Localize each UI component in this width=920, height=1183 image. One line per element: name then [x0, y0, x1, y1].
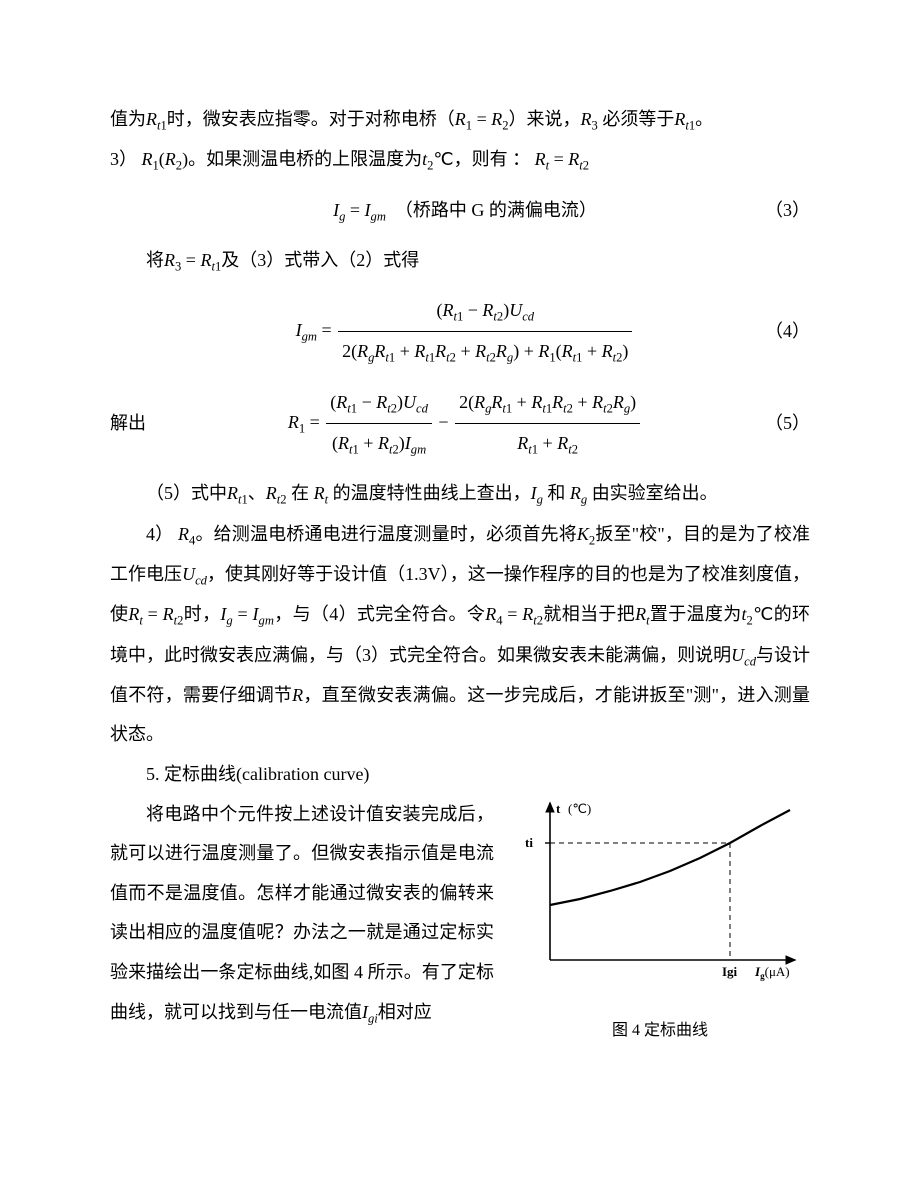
paragraph-2: 3） R1(R2)。如果测温电桥的上限温度为t2℃，则有 ： Rt = Rt2: [110, 140, 810, 180]
text: ，与（4）式完全符合。令: [274, 604, 485, 624]
equation-5-number: （5）: [750, 404, 810, 444]
text: 时，微安表应指零。对于对称电桥（: [167, 109, 455, 129]
text: 由实验室给出。: [592, 483, 718, 503]
paragraph-4: （5）式中Rt1、Rt2 在 Rt 的温度特性曲线上查出，Ig 和 Rg 由实验…: [110, 474, 810, 514]
text: 时，: [183, 604, 220, 624]
equation-3: Ig = Igm （桥路中 G 的满偏电流）: [180, 191, 750, 231]
svg-text:Igi: Igi: [722, 964, 738, 979]
text: ）来说，: [509, 109, 581, 129]
equation-5: R1 = (Rt1 − Rt2)Ucd (Rt1 + Rt2)Igm − 2(R…: [180, 383, 750, 465]
figure-4-chart: t (℃) ti Igi Ig(μA): [510, 795, 810, 995]
equation-4-row: Igm = (Rt1 − Rt2)Ucd 2(RgRt1 + Rt1Rt2 + …: [110, 291, 810, 373]
text: 相对应: [378, 1002, 432, 1022]
section-5-columns: 将电路中个元件按上述设计值安装完成后，就可以进行温度测量了。但微安表指示值是电流…: [110, 795, 810, 1049]
equation-3-row: Ig = Igm （桥路中 G 的满偏电流） （3）: [110, 191, 810, 231]
text: 将电路中个元件按上述设计值安装完成后，就可以进行温度测量了。但微安表指示值是电流…: [110, 804, 494, 1022]
text: ℃，则有 ：: [433, 149, 530, 169]
text: 置于温度为: [650, 604, 742, 624]
equation-5-row: 解出 R1 = (Rt1 − Rt2)Ucd (Rt1 + Rt2)Igm − …: [110, 383, 810, 465]
text: 就相当于把: [543, 604, 635, 624]
paragraph-1: 值为Rt1时，微安表应指零。对于对称电桥（R1 = R2）来说，R3 必须等于R…: [110, 100, 810, 140]
text: 必须等于: [598, 109, 675, 129]
text: （5）式中: [146, 483, 227, 503]
svg-text:Ig(μA): Ig(μA): [754, 964, 790, 981]
text: 值为: [110, 109, 146, 129]
paragraph-6: 将电路中个元件按上述设计值安装完成后，就可以进行温度测量了。但微安表指示值是电流…: [110, 795, 494, 1033]
paragraph-3: 将R3 = Rt1及（3）式带入（2）式得: [110, 241, 810, 281]
eq5-lead: 解出: [110, 404, 180, 444]
text: 的温度特性曲线上查出，: [333, 483, 531, 503]
text: 。给测温电桥通电进行温度测量时，必须首先将: [195, 524, 577, 544]
figure-4-caption: 图 4 定标曲线: [510, 1013, 810, 1048]
svg-text:ti: ti: [525, 835, 533, 850]
text: 及（3）式带入（2）式得: [221, 250, 419, 270]
svg-text:(℃): (℃): [568, 801, 591, 816]
equation-4-number: （4）: [750, 312, 810, 352]
equation-3-number: （3）: [750, 191, 810, 231]
equation-4: Igm = (Rt1 − Rt2)Ucd 2(RgRt1 + Rt1Rt2 + …: [180, 291, 750, 373]
section-5-title: 5. 定标曲线(calibration curve): [110, 755, 810, 795]
text: 。如果测温电桥的上限温度为: [188, 149, 422, 169]
eq3-note: （桥路中 G 的满偏电流）: [395, 200, 597, 220]
svg-text:t: t: [556, 801, 561, 816]
paragraph-5: 4） R4。给测温电桥通电进行温度测量时，必须首先将K2扳至"校"，目的是为了校…: [110, 515, 810, 755]
text: 。: [695, 109, 713, 129]
